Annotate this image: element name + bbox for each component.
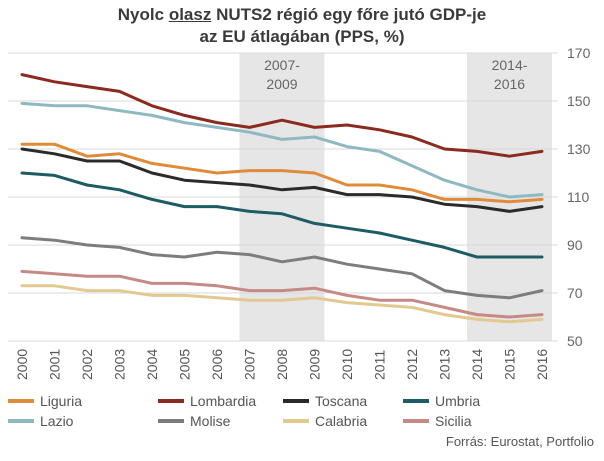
title-line-2: az EU átlagában (PPS, %) bbox=[199, 27, 405, 46]
legend-label: Liguria bbox=[40, 393, 83, 409]
legend-label: Molise bbox=[190, 413, 231, 429]
x-tick-label-2013: 2013 bbox=[437, 349, 453, 380]
x-tick-label-2001: 2001 bbox=[47, 349, 63, 380]
legend: Liguria Lombardia Toscana Umbria Lazio Molise… bbox=[0, 392, 604, 432]
legend-swatch bbox=[158, 419, 184, 423]
shaded-period-label-1-line1: 2014- bbox=[492, 57, 528, 73]
x-tick-label-2008: 2008 bbox=[274, 349, 290, 380]
shaded-period-label-0-line1: 2007- bbox=[264, 57, 300, 73]
x-tick-label-2009: 2009 bbox=[307, 349, 323, 380]
series-line-lazio bbox=[20, 101, 544, 199]
legend-item-sicilia: Sicilia bbox=[403, 412, 472, 430]
title-pre: Nyolc bbox=[117, 5, 169, 24]
legend-item-calabria: Calabria bbox=[283, 412, 367, 430]
x-tick-label-2005: 2005 bbox=[177, 349, 193, 380]
legend-item-umbria: Umbria bbox=[403, 392, 480, 410]
series-line-calabria bbox=[20, 284, 544, 324]
legend-item-toscana: Toscana bbox=[283, 392, 367, 410]
series-line-toscana bbox=[20, 147, 544, 213]
x-tick-label-2007: 2007 bbox=[242, 349, 258, 380]
title-post: NUTS2 régió egy főre jutó GDP-je bbox=[211, 5, 487, 24]
x-tick-label-2004: 2004 bbox=[144, 349, 160, 380]
legend-item-lazio: Lazio bbox=[8, 412, 73, 430]
x-tick-label-2015: 2015 bbox=[502, 349, 518, 380]
x-tick-label-2016: 2016 bbox=[534, 349, 550, 380]
legend-swatch bbox=[403, 419, 429, 423]
title-underlined-word: olasz bbox=[168, 5, 212, 24]
x-tick-label-2012: 2012 bbox=[404, 349, 420, 380]
legend-swatch bbox=[283, 419, 309, 423]
source-note: Forrás: Eurostat, Portfolio bbox=[445, 434, 594, 449]
x-tick-label-2000: 2000 bbox=[14, 349, 30, 380]
legend-label: Lombardia bbox=[190, 393, 257, 409]
legend-swatch bbox=[403, 399, 429, 403]
legend-swatch bbox=[158, 399, 184, 403]
x-tick-label-2014: 2014 bbox=[469, 349, 485, 380]
legend-item-lombardia: Lombardia bbox=[158, 392, 256, 410]
y-tick-label-150: 150 bbox=[567, 93, 591, 109]
x-tick-label-2010: 2010 bbox=[339, 349, 355, 380]
shaded-period-label-0-line2: 2009 bbox=[266, 76, 297, 92]
y-tick-label-130: 130 bbox=[567, 141, 591, 157]
y-tick-label-50: 50 bbox=[567, 333, 583, 349]
x-tick-label-2003: 2003 bbox=[112, 349, 128, 380]
series-line-molise bbox=[20, 236, 544, 300]
legend-label: Sicilia bbox=[435, 413, 472, 429]
legend-label: Umbria bbox=[435, 393, 481, 409]
legend-item-molise: Molise bbox=[158, 412, 230, 430]
legend-label: Lazio bbox=[40, 413, 74, 429]
legend-swatch bbox=[8, 419, 34, 423]
legend-label: Toscana bbox=[315, 393, 368, 409]
y-tick-label-90: 90 bbox=[567, 237, 583, 253]
shaded-period-label-1-line2: 2016 bbox=[494, 76, 525, 92]
legend-swatch bbox=[283, 399, 309, 403]
y-tick-label-110: 110 bbox=[567, 189, 590, 205]
series-line-umbria bbox=[20, 171, 544, 259]
x-tick-label-2011: 2011 bbox=[372, 350, 388, 380]
x-tick-label-2002: 2002 bbox=[79, 349, 95, 380]
series-line-lombardia bbox=[20, 73, 544, 158]
y-tick-label-170: 170 bbox=[567, 45, 591, 61]
series-line-liguria bbox=[20, 142, 544, 204]
x-tick-label-2006: 2006 bbox=[209, 349, 225, 380]
legend-label: Calabria bbox=[315, 413, 368, 429]
series-line-sicilia bbox=[20, 269, 544, 319]
line-chart: 2007- 2009 2014- 2016 50 70 90 110 130 150 170 2000… bbox=[8, 45, 591, 380]
y-tick-label-70: 70 bbox=[567, 285, 583, 301]
legend-swatch bbox=[8, 399, 34, 403]
title-line-1: Nyolc olasz NUTS2 régió egy főre jutó GD… bbox=[0, 4, 604, 26]
chart-title: Nyolc olasz NUTS2 régió egy főre jutó GD… bbox=[0, 4, 604, 48]
legend-item-liguria: Liguria bbox=[8, 392, 82, 410]
